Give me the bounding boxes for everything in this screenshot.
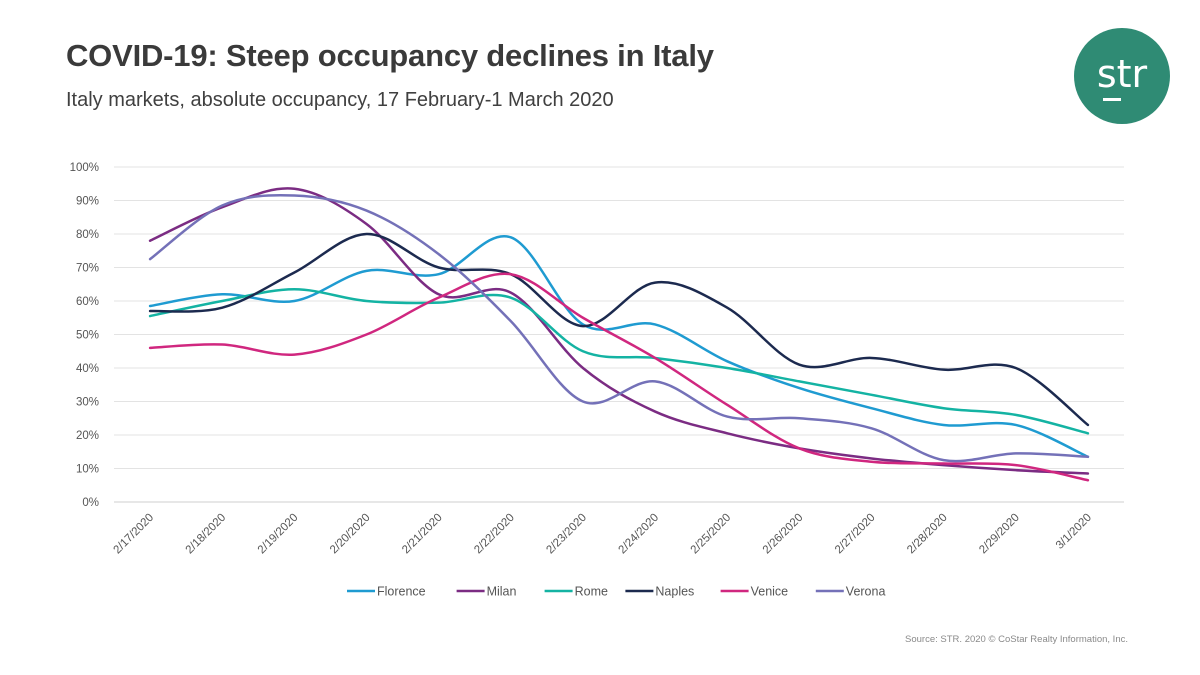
legend-label-verona: Verona xyxy=(846,585,886,599)
str-logo: str xyxy=(1074,28,1170,124)
logo-underline xyxy=(1103,98,1121,101)
y-tick-label: 40% xyxy=(76,363,99,375)
x-tick-label: 3/1/2020 xyxy=(1054,512,1094,552)
y-tick-label: 80% xyxy=(76,229,99,241)
series-lines xyxy=(148,187,1090,482)
x-tick-label: 2/28/2020 xyxy=(905,512,950,557)
legend-label-florence: Florence xyxy=(377,585,426,599)
x-tick-label: 2/22/2020 xyxy=(472,512,517,557)
legend: Florence Milan Rome Naples Venice Verona xyxy=(347,585,885,599)
series-line-milan xyxy=(148,187,1090,475)
x-tick-label: 2/23/2020 xyxy=(544,512,589,557)
y-tick-label: 0% xyxy=(82,497,99,509)
y-tick-label: 90% xyxy=(76,196,99,208)
line-chart: 0% 10% 20% 30% 40% 50% 60% 70% 80% 90% 100% 2/17/2… xyxy=(70,162,1124,599)
series-line-rome xyxy=(148,288,1090,435)
logo-text: str xyxy=(1096,52,1148,96)
y-tick-label: 60% xyxy=(76,296,99,308)
source-note: Source: STR. 2020 © CoStar Realty Inform… xyxy=(905,634,1128,645)
series-line-florence xyxy=(148,234,1090,459)
y-tick-label: 10% xyxy=(76,464,99,476)
chart-subtitle: Italy markets, absolute occupancy, 17 Fe… xyxy=(66,89,614,111)
series-line-naples xyxy=(148,232,1090,427)
x-tick-label: 2/26/2020 xyxy=(761,512,806,557)
x-tick-label: 2/27/2020 xyxy=(833,512,878,557)
x-tick-label: 2/24/2020 xyxy=(617,512,662,557)
series-line-venice xyxy=(148,272,1090,482)
legend-label-naples: Naples xyxy=(655,585,694,599)
x-tick-label: 2/17/2020 xyxy=(112,512,157,557)
legend-label-milan: Milan xyxy=(487,585,517,599)
y-axis-ticks: 0% 10% 20% 30% 40% 50% 60% 70% 80% 90% 100% xyxy=(70,162,99,509)
x-tick-label: 2/19/2020 xyxy=(256,512,301,557)
x-tick-label: 2/29/2020 xyxy=(977,512,1022,557)
y-tick-label: 20% xyxy=(76,430,99,442)
x-tick-label: 2/20/2020 xyxy=(328,512,373,557)
x-axis-ticks: 2/17/2020 2/18/2020 2/19/2020 2/20/2020 2/21… xyxy=(112,512,1095,557)
y-tick-label: 50% xyxy=(76,330,99,342)
legend-label-venice: Venice xyxy=(751,585,789,599)
legend-label-rome: Rome xyxy=(575,585,608,599)
y-tick-label: 70% xyxy=(76,263,99,275)
chart-title: COVID-19: Steep occupancy declines in It… xyxy=(66,38,714,73)
x-tick-label: 2/25/2020 xyxy=(689,512,734,557)
y-tick-label: 100% xyxy=(70,162,99,174)
x-tick-label: 2/21/2020 xyxy=(400,512,445,557)
y-tick-label: 30% xyxy=(76,397,99,409)
gridlines xyxy=(114,166,1124,503)
x-tick-label: 2/18/2020 xyxy=(184,512,229,557)
series-line-verona xyxy=(148,193,1090,463)
